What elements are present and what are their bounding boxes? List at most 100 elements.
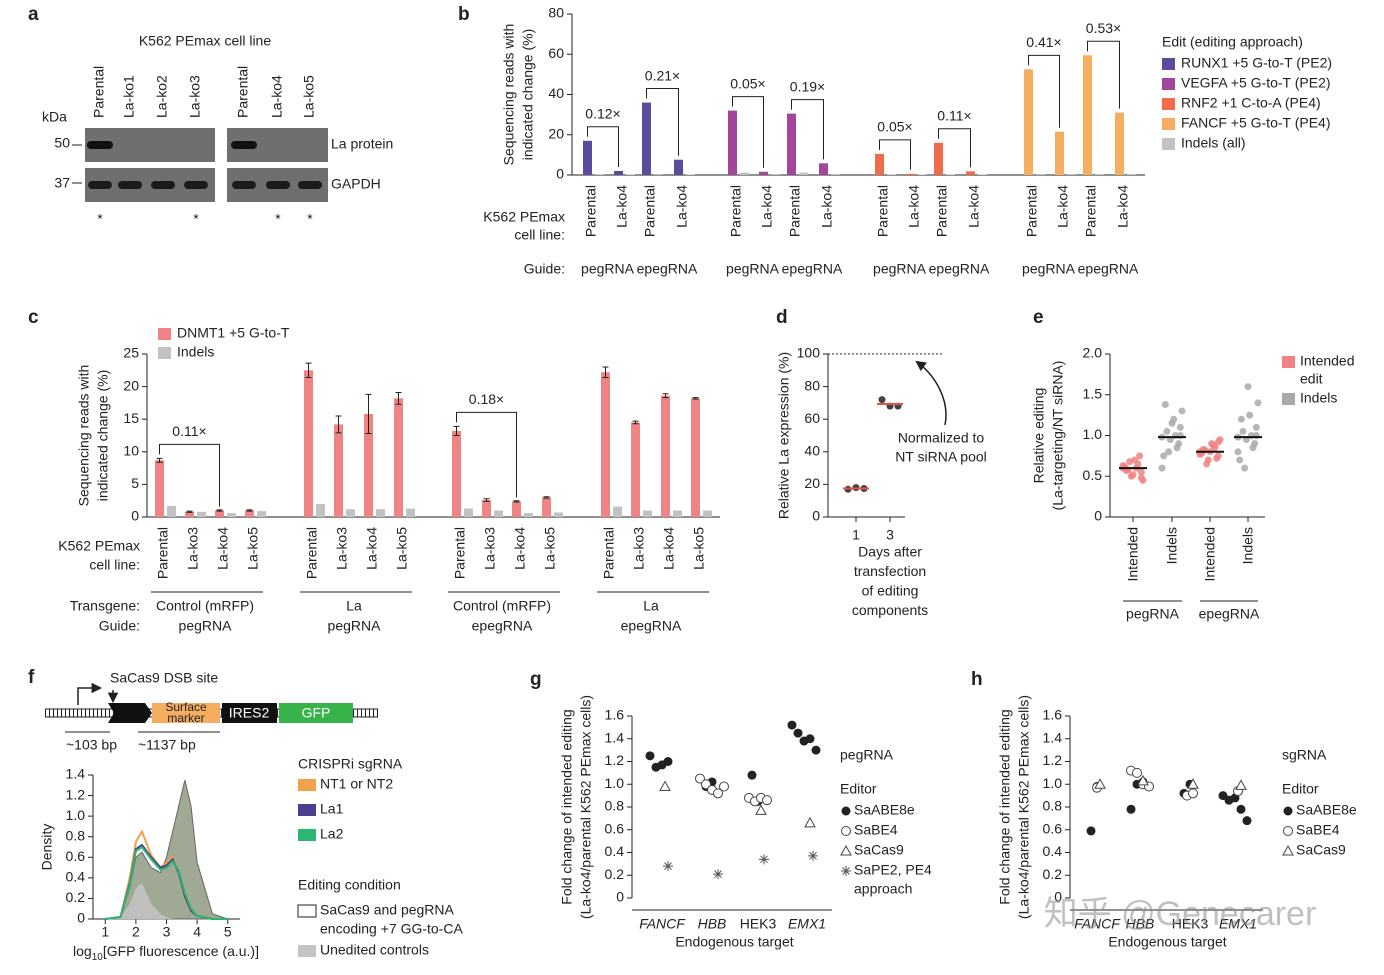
bar: [583, 140, 592, 175]
error-bar: [483, 498, 490, 502]
error-bar: [662, 393, 669, 399]
legend-label: RNF2 +1 C-to-A (PE4): [1181, 95, 1321, 111]
error-bar: [453, 425, 460, 436]
cell-line-label: La-ko4: [674, 185, 690, 228]
data-point: [1203, 460, 1211, 468]
y-tick-label: 0.6: [1043, 820, 1063, 836]
cell-line-label: La-ko3: [631, 527, 647, 570]
legend-label: encoding +7 GG-to-CA: [320, 921, 463, 937]
y-axis-label: Fold change of intended editing: [997, 709, 1013, 904]
band: [87, 141, 113, 149]
guide-label: epegRNA: [621, 618, 682, 634]
x-tick-label: EMX1: [788, 916, 826, 932]
error-bar: [156, 457, 163, 463]
marker: [663, 861, 673, 872]
bar: [673, 510, 682, 517]
bar: [1024, 69, 1033, 175]
bar: [464, 508, 473, 517]
bar: [631, 422, 640, 517]
y-tick-label: 0: [556, 166, 564, 182]
cell-line-label: Parental: [787, 185, 803, 237]
y-axis-label: indicated change (%): [95, 370, 111, 502]
guide-label: epegRNA: [929, 261, 990, 277]
fold-bracket: [732, 96, 764, 168]
data-point: [1239, 427, 1247, 435]
bar: [626, 174, 635, 175]
marker: [713, 869, 723, 880]
cell-line-label: La-ko4: [364, 527, 380, 570]
band: [184, 181, 208, 189]
kda-label: 50: [54, 135, 70, 151]
error-bar: [395, 391, 402, 405]
transgene-label: La: [643, 598, 659, 614]
guide-label: pegRNA: [581, 261, 635, 277]
row-label: Transgene:: [70, 598, 140, 614]
cell-line-label: La-ko5: [691, 527, 707, 570]
legend-title: pegRNA: [840, 747, 894, 763]
legend-label: Unedited controls: [320, 942, 429, 958]
y-axis-label: Fold change of intended editing: [559, 709, 575, 904]
marker: [811, 745, 821, 755]
cell-line-label: La-ko4: [215, 527, 231, 570]
legend-label: SaBE4: [1296, 822, 1340, 838]
marker: [1283, 806, 1293, 816]
bar: [643, 510, 652, 517]
legend-swatch: [1162, 58, 1175, 70]
band: [232, 181, 256, 189]
data-point: [1136, 452, 1144, 460]
construct-diagram: Surface marker IRES2 GFP SaCas9 DSB site…: [45, 670, 378, 753]
data-point: [1234, 448, 1242, 456]
legend-label: RUNX1 +5 G-to-T (PE2): [1181, 55, 1332, 71]
panel-label: g: [530, 669, 542, 690]
data-point: [878, 396, 886, 404]
error-bar: [632, 420, 639, 425]
y-tick-label: 1.6: [1043, 707, 1063, 723]
lane-mark: *: [193, 211, 199, 227]
data-point: [1161, 401, 1169, 409]
y-tick-label: 40: [804, 443, 820, 459]
y-tick-label: 0.4: [66, 869, 86, 885]
legend-label: SaBE4: [854, 822, 898, 838]
diagram-label: GFP: [302, 705, 331, 721]
bar: [595, 174, 604, 175]
lane-label: La-ko3: [187, 75, 203, 118]
panel-label: f: [28, 667, 35, 688]
x-tick-label: FANCF: [1074, 916, 1121, 932]
y-axis-label: Sequencing reads with: [76, 365, 92, 507]
cell-line-label: La-ko4: [614, 185, 630, 228]
bar: [759, 171, 768, 175]
guide-label: epegRNA: [1199, 606, 1260, 622]
bar: [966, 171, 975, 175]
marker: [1132, 767, 1142, 778]
y-axis-label: (La-targeting/NT siRNA): [1050, 361, 1066, 511]
lane-label: Parental: [235, 66, 251, 118]
data-point: [1214, 438, 1222, 446]
legend-label: SaCas9: [854, 842, 904, 858]
bar: [1083, 55, 1092, 175]
guide-label: pegRNA: [1022, 261, 1076, 277]
data-point: [1251, 440, 1259, 448]
panel-label: e: [1033, 307, 1044, 328]
data-point: [1213, 454, 1221, 462]
band: [151, 181, 175, 189]
y-tick-label: 0: [1094, 508, 1102, 524]
diagram-label: SaCas9 DSB site: [110, 670, 218, 686]
data-point: [1137, 468, 1145, 476]
cell-line-label: La-ko5: [245, 527, 261, 570]
y-tick-label: 1.6: [605, 707, 625, 723]
legend-swatch: [298, 829, 316, 841]
y-axis-label: (La-ko4/parental K562 PEmax cells): [578, 695, 594, 919]
error-bar: [365, 393, 372, 435]
y-tick-label: 1.4: [66, 766, 86, 782]
y-tick-label: 0.8: [605, 798, 625, 814]
data-point: [1244, 383, 1252, 391]
legend-title: CRISPRi sgRNA: [298, 756, 403, 772]
x-axis-label: components: [852, 602, 928, 618]
bar: [554, 512, 563, 517]
bar: [1115, 112, 1124, 175]
density-line: [105, 845, 228, 920]
lane-label: La-ko4: [269, 75, 285, 118]
band: [231, 141, 257, 149]
bar: [1036, 173, 1045, 175]
